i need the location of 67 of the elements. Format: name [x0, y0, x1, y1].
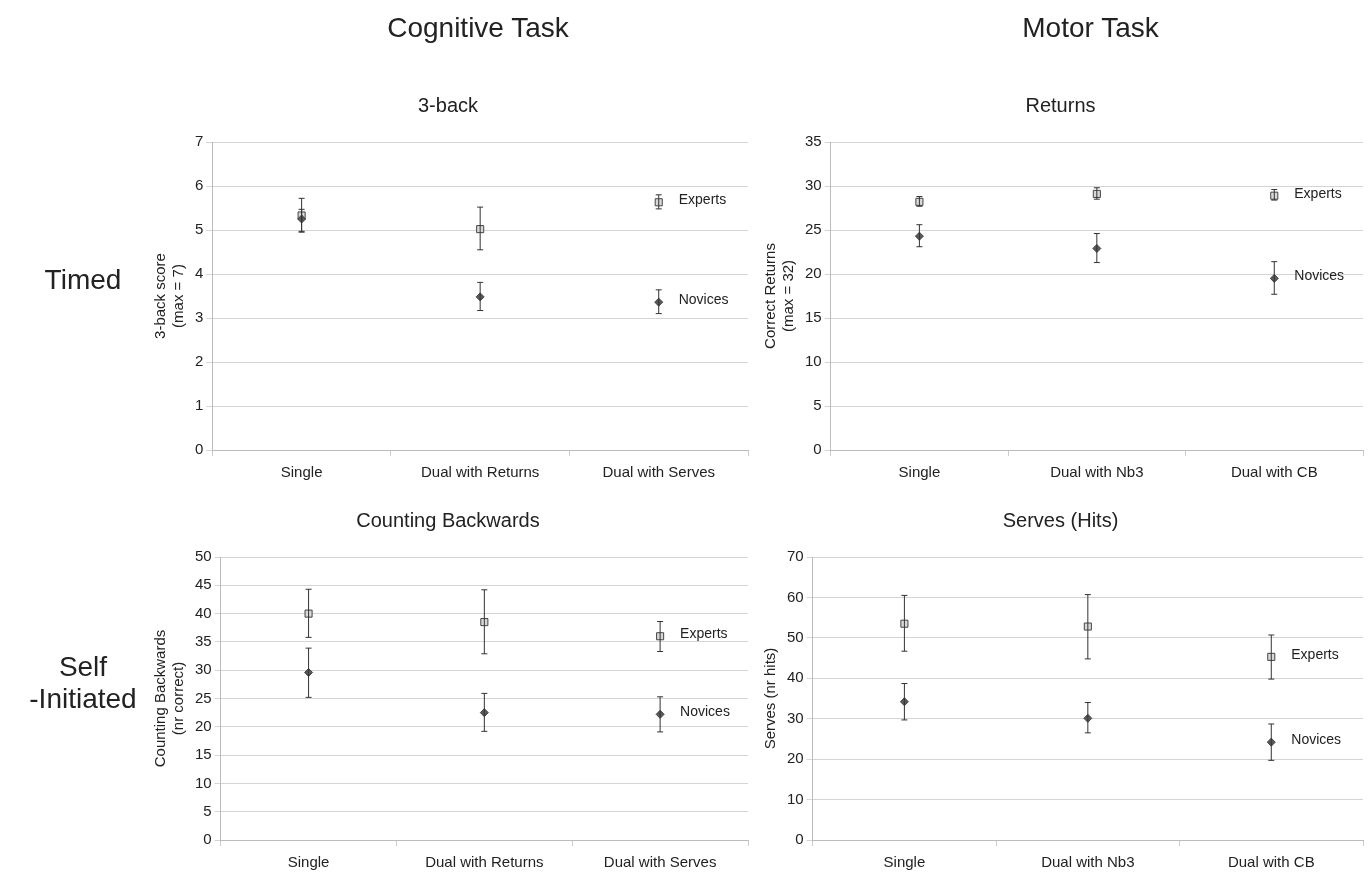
y-tick-label: 35 [195, 632, 212, 650]
y-tick-label: 3 [195, 308, 204, 326]
y-tick-label: 35 [805, 132, 822, 150]
y-tick-label: 5 [813, 396, 822, 414]
series-label: Novices [678, 291, 729, 308]
y-tick-label: 10 [195, 773, 212, 791]
text: Self -Initiated [29, 650, 137, 714]
y-axis-title: Correct Returns (max = 32) [761, 243, 797, 349]
y-tick-label: 0 [195, 440, 204, 458]
y-tick-label: 1 [195, 396, 204, 414]
y-tick-label: 2 [195, 352, 204, 370]
y-tick-label: 70 [787, 547, 804, 565]
series-label: Novices [1294, 267, 1345, 284]
y-tick-label: 25 [805, 220, 822, 238]
y-tick-label: 50 [195, 547, 212, 565]
y-axis-title: Serves (nr hits) [761, 647, 779, 750]
x-tick-label: Dual with Nb3 [1041, 853, 1135, 871]
y-tick-label: 20 [195, 716, 212, 734]
x-tick-label: Dual with Serves [602, 463, 715, 481]
chart-title: Returns [1025, 93, 1096, 116]
y-tick-label: 20 [805, 264, 822, 282]
y-tick-label: 30 [787, 708, 804, 726]
x-tick-label: Dual with CB [1230, 463, 1318, 481]
y-tick-label: 4 [195, 264, 204, 282]
y-tick-label: 25 [195, 688, 212, 706]
series-label: Novices [1291, 731, 1342, 748]
x-tick-label: Single [883, 853, 926, 871]
text: Timed [44, 264, 122, 295]
y-tick-label: 7 [195, 132, 204, 150]
y-tick-label: 20 [787, 749, 804, 767]
y-tick-label: 15 [195, 745, 212, 763]
y-axis-title: 3-back score (max = 7) [151, 253, 187, 339]
y-tick-label: 10 [805, 352, 822, 370]
chart-title: 3-back [417, 93, 480, 116]
series-label: Experts [680, 625, 728, 642]
text: Motor Task [1021, 12, 1160, 44]
x-tick-label: Dual with CB [1227, 853, 1315, 871]
series-label: Experts [1294, 184, 1342, 201]
y-tick-label: 50 [787, 628, 804, 645]
y-tick-label: 5 [195, 220, 204, 238]
y-tick-label: 15 [805, 308, 822, 326]
chart-title: Counting Backwards [356, 508, 540, 531]
x-tick-label: Dual with Returns [425, 853, 544, 871]
y-tick-label: 0 [203, 830, 212, 848]
x-tick-label: Dual with Nb3 [1050, 463, 1144, 481]
y-tick-label: 40 [195, 603, 212, 621]
series-label: Experts [1291, 645, 1339, 662]
y-tick-label: 5 [203, 801, 212, 819]
y-tick-label: 30 [805, 176, 822, 194]
y-tick-label: 10 [787, 789, 804, 807]
text: Cognitive Task [386, 12, 570, 44]
x-tick-label: Dual with Returns [420, 463, 540, 481]
x-tick-label: Dual with Serves [603, 853, 717, 871]
y-axis-title: Counting Backwards (nr correct) [151, 629, 187, 768]
chart-title: Serves (Hits) [1002, 508, 1119, 531]
y-tick-label: 0 [813, 440, 822, 458]
x-tick-label: Single [280, 463, 323, 481]
series-label: Experts [678, 191, 727, 208]
y-tick-label: 45 [195, 575, 212, 593]
x-tick-label: Single [898, 463, 941, 481]
y-tick-label: 6 [195, 176, 204, 194]
x-tick-label: Single [287, 853, 330, 871]
series-label: Novices [680, 703, 730, 720]
y-tick-label: 0 [795, 830, 804, 848]
y-tick-label: 30 [195, 660, 212, 678]
y-tick-label: 40 [787, 668, 804, 686]
y-tick-label: 60 [787, 587, 804, 605]
